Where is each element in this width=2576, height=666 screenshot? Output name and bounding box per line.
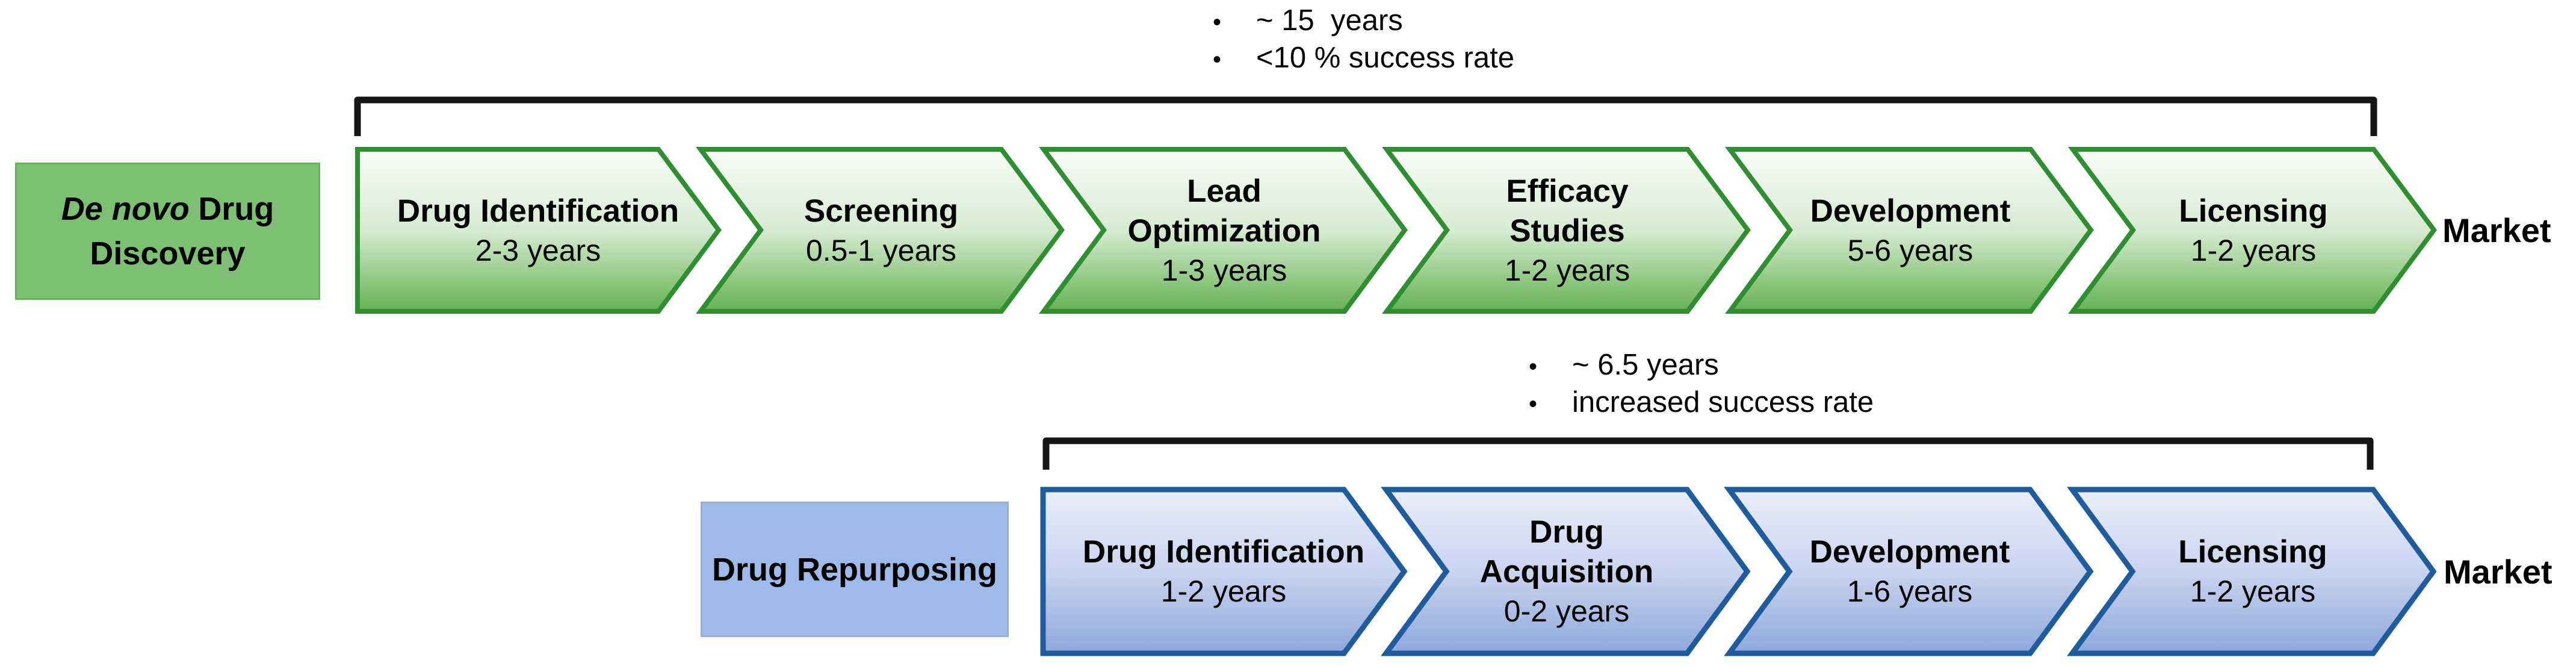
annotation-line: • <10 % success rate <box>1213 41 1514 78</box>
chevron-efficacy-studies <box>1382 147 1751 314</box>
bullet-icon: • <box>1213 9 1222 36</box>
annotation-line: • ~ 6.5 years <box>1529 348 1874 385</box>
repurposing-annotation: • ~ 6.5 years • increased success rate <box>1529 348 1874 423</box>
market-label-repurposing: Market <box>2444 552 2553 591</box>
de-novo-annotation: • ~ 15 years • <10 % success rate <box>1213 4 1514 78</box>
de-novo-duration-bracket <box>354 96 2377 136</box>
bullet-icon: • <box>1213 46 1222 73</box>
de-novo-success-rate: <10 % success rate <box>1256 42 1514 74</box>
market-label-denovo: Market <box>2442 211 2551 249</box>
repurposing-total-years: ~ 6.5 years <box>1572 349 1719 381</box>
de-novo-total-years: ~ 15 years <box>1256 4 1403 37</box>
repurposing-label-box: Drug Repurposing <box>701 502 1009 637</box>
annotation-line: • ~ 15 years <box>1213 4 1514 41</box>
de-novo-chevron-row <box>355 147 2437 314</box>
chevron-development-rep <box>1724 487 2094 656</box>
repurposing-success-rate: increased success rate <box>1572 386 1874 419</box>
chevron-lead-optimization <box>1039 147 1408 314</box>
de-novo-label-box: De novo Drug Discovery <box>15 163 320 300</box>
chevron-drug-identification-rep <box>1040 487 1408 656</box>
de-novo-label-line1: De novo Drug <box>61 191 274 227</box>
repurposing-chevron-row <box>1040 487 2437 656</box>
de-novo-label-line2: Discovery <box>90 235 246 272</box>
chevron-drug-identification <box>355 147 722 314</box>
annotation-line: • increased success rate <box>1529 385 1874 423</box>
bullet-icon: • <box>1529 353 1538 380</box>
repurposing-duration-bracket <box>1042 437 2374 470</box>
de-novo-italic-text: De novo <box>61 191 190 227</box>
chevron-development-denovo <box>1725 147 2094 314</box>
chevron-drug-acquisition <box>1381 487 1751 656</box>
bullet-icon: • <box>1529 391 1538 417</box>
chevron-licensing-denovo <box>2068 147 2437 314</box>
repurposing-label-text: Drug Repurposing <box>712 551 997 588</box>
chevron-licensing-rep <box>2067 487 2437 656</box>
chevron-screening <box>696 147 1065 314</box>
